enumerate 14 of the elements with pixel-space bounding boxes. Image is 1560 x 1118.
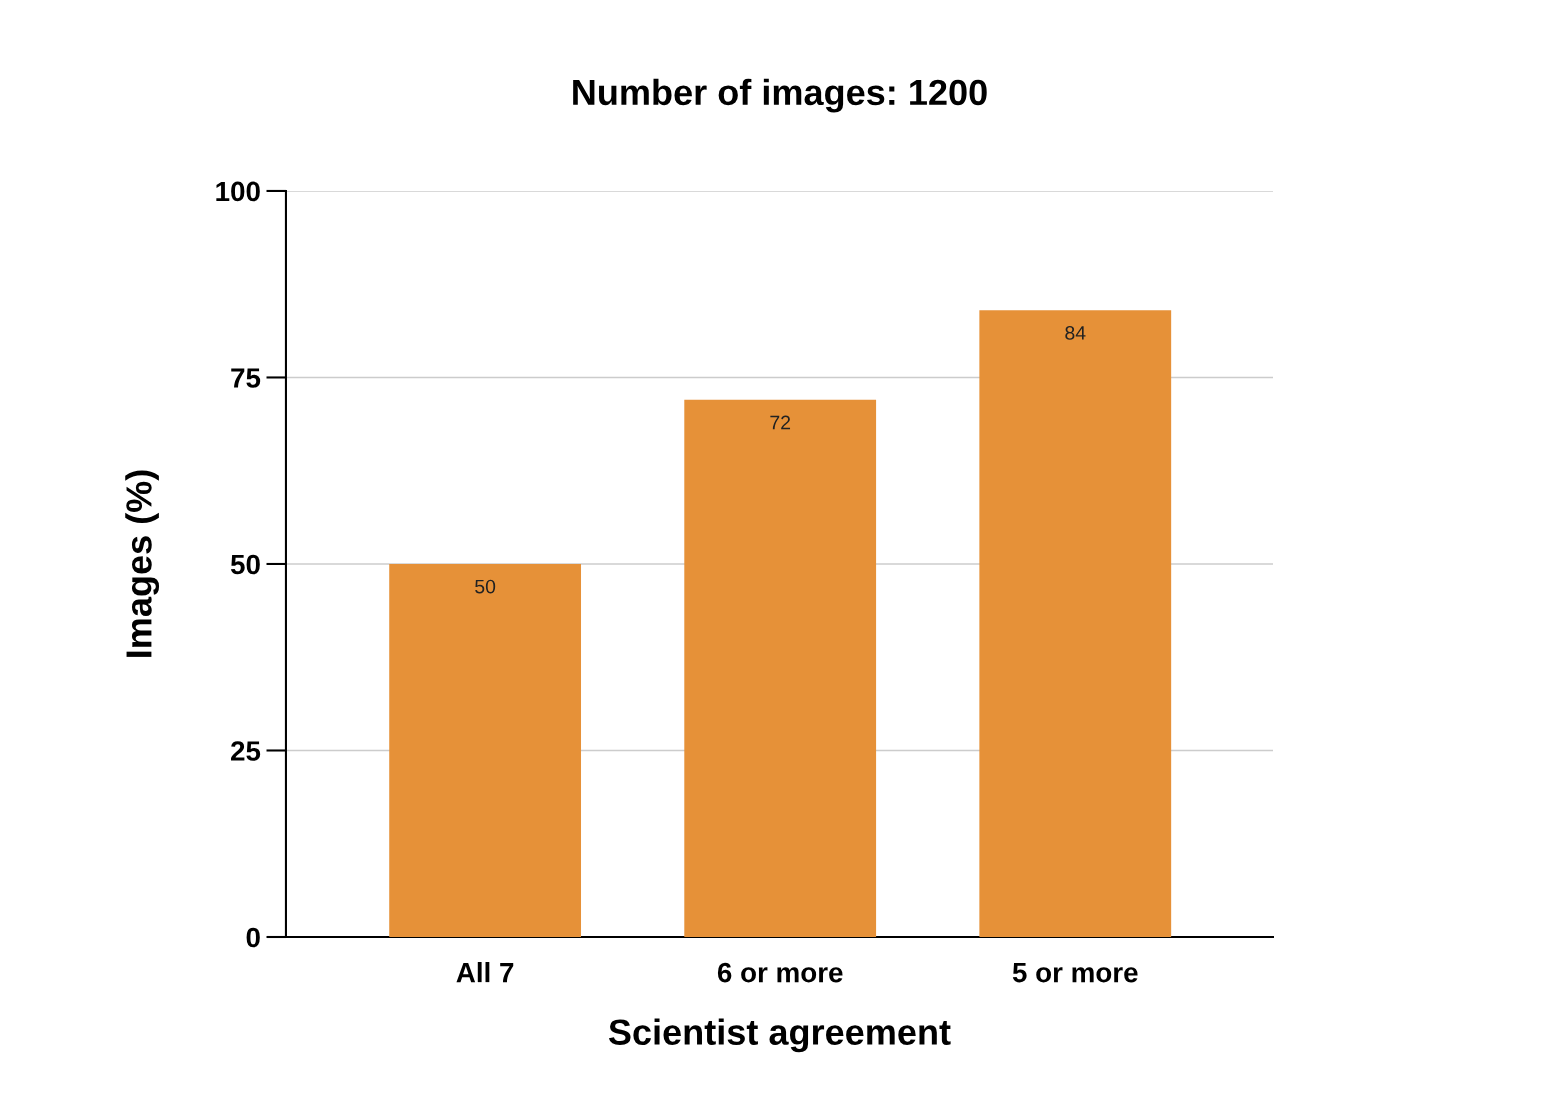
- x-tick-label: 6 or more: [717, 962, 843, 983]
- data-label: 72: [770, 415, 791, 430]
- y-tick-label: 0: [246, 927, 260, 948]
- x-axis-title: Scientist agreement: [608, 1018, 951, 1053]
- y-tick-label: 50: [230, 554, 260, 575]
- y-axis-title: Images (%): [125, 470, 160, 657]
- chart-title: Number of images: 1200: [573, 78, 987, 113]
- data-label: 84: [1065, 326, 1086, 340]
- data-label: 50: [475, 579, 496, 594]
- x-tick-label: 5 or more: [1012, 963, 1138, 983]
- y-tick-label: 75: [231, 368, 261, 388]
- x-tick-label: All 7: [456, 962, 514, 983]
- y-tick-label: 100: [216, 181, 260, 202]
- y-tick-label: 25: [231, 741, 261, 761]
